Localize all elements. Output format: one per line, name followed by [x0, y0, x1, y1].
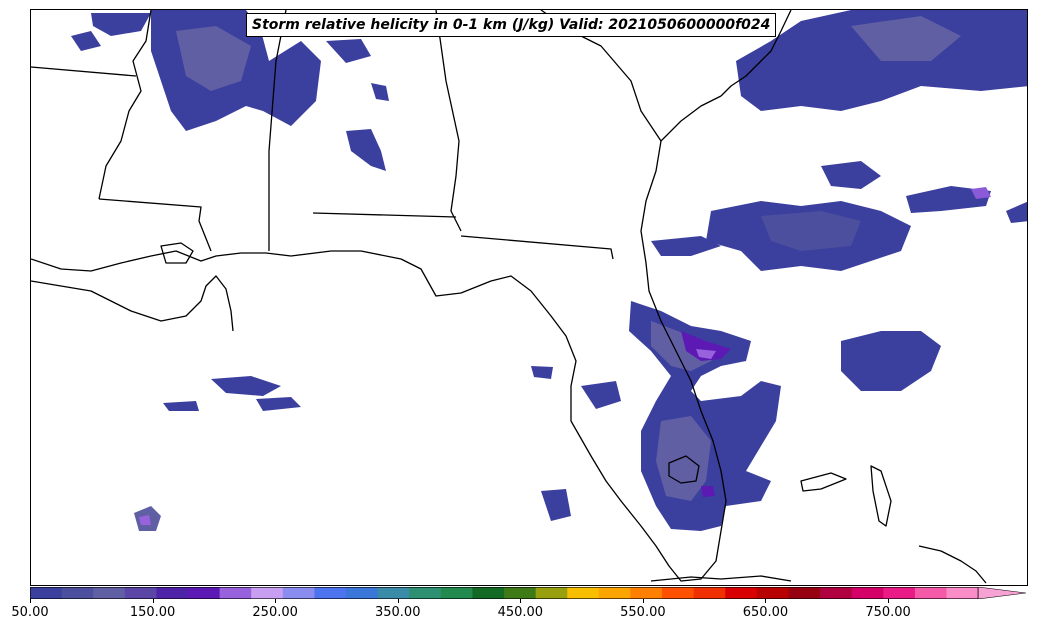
- colorbar-tick-label: 50.00: [11, 605, 49, 620]
- state-border-ar-ms: [31, 66, 137, 77]
- helicity-region-gulf-f: [581, 381, 621, 409]
- colorbar: [30, 587, 1027, 599]
- colorbar-segment: [124, 587, 157, 599]
- helicity-region-top-left-e: [371, 83, 389, 101]
- colorbar-segment: [61, 587, 94, 599]
- state-border-al-ga: [435, 10, 462, 232]
- helicity-region-east-f: [651, 236, 721, 256]
- colorbar-tick-mark: [520, 599, 522, 603]
- colorbar-segment: [282, 587, 315, 599]
- helicity-region-east-c-core: [971, 187, 991, 199]
- colorbar-segment: [440, 587, 473, 599]
- helicity-region-florida-peak: [696, 349, 716, 359]
- colorbar-segment: [219, 587, 252, 599]
- helicity-region-top-left-a: [71, 31, 101, 51]
- colorbar-segment: [472, 587, 505, 599]
- state-border-la-ms: [98, 198, 212, 252]
- colorbar-tick-label: 750.00: [865, 605, 911, 620]
- colorbar-segment: [93, 587, 126, 599]
- colorbar-segment: [693, 587, 726, 599]
- colorbar-segment: [251, 587, 284, 599]
- colorbar-border: [30, 587, 979, 599]
- colorbar-segment: [567, 587, 600, 599]
- colorbar-tick-label: 450.00: [497, 605, 544, 620]
- colorbar-segment: [630, 587, 663, 599]
- helicity-region-east-e: [841, 331, 941, 391]
- colorbar-segment: [504, 587, 537, 599]
- colorbar-segment: [188, 587, 221, 599]
- colorbar-segment: [409, 587, 442, 599]
- state-border-al-fl: [312, 212, 457, 218]
- colorbar-tick-mark: [275, 599, 277, 603]
- helicity-region-gulf-d: [541, 489, 571, 521]
- helicity-region-gulf-a: [211, 376, 281, 396]
- colorbar-tick-mark: [30, 599, 31, 603]
- colorbar-segment: [725, 587, 758, 599]
- mississippi-river-border: [98, 10, 152, 200]
- colorbar-segment: [346, 587, 379, 599]
- helicity-region-cuba-west-core: [139, 515, 151, 525]
- colorbar-extend-arrow: [977, 587, 1027, 599]
- map-panel: [30, 9, 1028, 586]
- colorbar-segment: [756, 587, 789, 599]
- colorbar-tick-label: 150.00: [129, 605, 176, 620]
- colorbar-tick-label: 250.00: [252, 605, 298, 620]
- helicity-region-gulf-e: [531, 366, 553, 379]
- bahamas-andros: [870, 465, 892, 527]
- helicity-region-northwest-inner: [176, 26, 251, 91]
- lake-pontchartrain: [160, 242, 194, 264]
- colorbar-segment: [30, 587, 63, 599]
- map-title: Storm relative helicity in 0-1 km (J/kg)…: [246, 13, 777, 37]
- helicity-contours: [71, 10, 1027, 531]
- colorbar-segment: [377, 587, 410, 599]
- colorbar-segment: [851, 587, 884, 599]
- bahamas-grand: [800, 472, 847, 492]
- helicity-region-top-left-d: [326, 39, 371, 63]
- state-border-ga-fl: [460, 235, 614, 260]
- colorbar-segment: [883, 587, 916, 599]
- helicity-region-east-b: [821, 161, 881, 189]
- bahamas-east: [918, 545, 987, 584]
- map-canvas: [31, 10, 1027, 584]
- helicity-region-east-c: [906, 186, 991, 213]
- helicity-region-northeast-inner: [851, 16, 961, 61]
- helicity-region-gulf-c: [256, 397, 301, 411]
- colorbar-segment: [535, 587, 568, 599]
- helicity-region-top-left-b: [91, 13, 151, 36]
- gulf-coastline: [31, 95, 727, 582]
- lake-okeechobee: [668, 455, 700, 484]
- colorbar-segment: [820, 587, 853, 599]
- colorbar-segment: [914, 587, 947, 599]
- colorbar-tick-label: 350.00: [374, 605, 421, 620]
- colorbar-tick-mark: [152, 599, 154, 603]
- colorbar-segment: [598, 587, 631, 599]
- helicity-region-top-left-c: [346, 129, 386, 171]
- colorbar-tick-mark: [397, 599, 399, 603]
- atlantic-coast-north: [720, 10, 792, 97]
- helicity-region-florida-south-inner: [656, 416, 711, 501]
- colorbar-tick-mark: [888, 599, 890, 603]
- colorbar-segment: [314, 587, 347, 599]
- helicity-region-east-d: [1006, 201, 1027, 223]
- colorbar-tick-mark: [642, 599, 644, 603]
- colorbar-tick-mark: [765, 599, 767, 603]
- cuba-north-coast: [650, 575, 792, 582]
- helicity-region-florida-core: [681, 331, 731, 361]
- colorbar-segment: [946, 587, 979, 599]
- state-border-ms-al: [268, 10, 287, 251]
- louisiana-delta-coast: [31, 275, 234, 332]
- helicity-region-gulf-b: [163, 401, 199, 411]
- colorbar-segment: [662, 587, 695, 599]
- colorbar-tick-label: 650.00: [742, 605, 789, 620]
- helicity-region-florida-south-core: [701, 486, 715, 497]
- colorbar-tick-label: 550.00: [620, 605, 666, 620]
- colorbar-segment: [788, 587, 821, 599]
- colorbar-segment: [156, 587, 189, 599]
- helicity-region-east-a-inner: [761, 211, 861, 251]
